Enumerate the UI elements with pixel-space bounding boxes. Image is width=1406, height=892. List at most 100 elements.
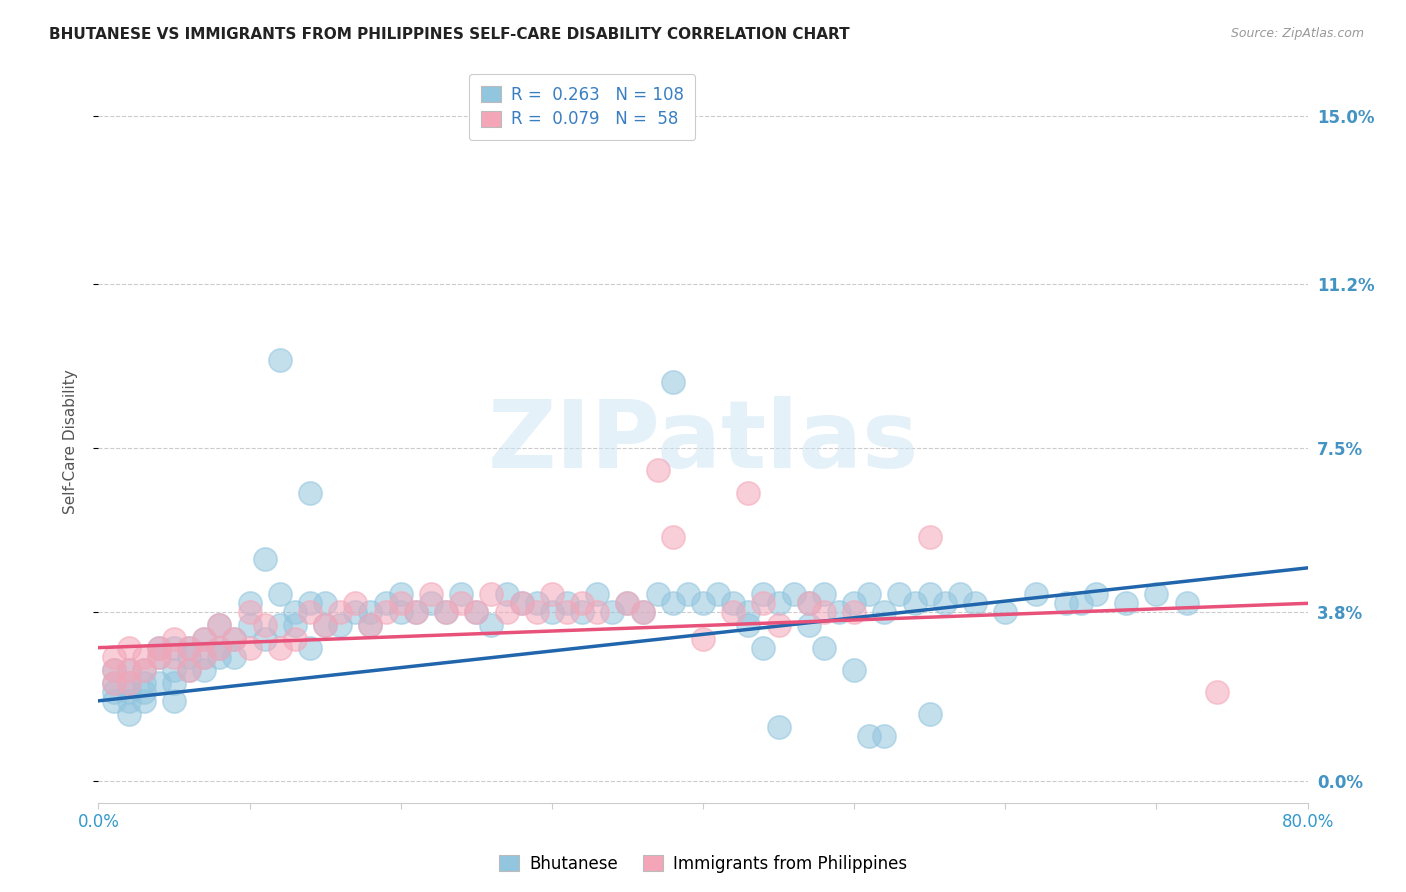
Point [389,605,412,619]
Point [994,605,1017,619]
Point [707,587,730,601]
Point [797,618,820,632]
Point [360,605,382,619]
Legend: Bhutanese, Immigrants from Philippines: Bhutanese, Immigrants from Philippines [492,848,914,880]
Point [828,605,851,619]
Point [269,618,291,632]
Point [224,632,246,646]
Point [132,676,155,690]
Point [179,649,201,664]
Point [631,605,654,619]
Point [103,685,125,699]
Point [540,605,562,619]
Point [132,685,155,699]
Point [676,587,699,601]
Point [374,596,396,610]
Point [1085,587,1108,601]
Point [889,587,911,601]
Point [737,605,759,619]
Point [179,663,201,677]
Point [571,596,593,610]
Legend: R =  0.263   N = 108, R =  0.079   N =  58: R = 0.263 N = 108, R = 0.079 N = 58 [470,74,695,140]
Point [797,596,820,610]
Point [179,640,201,655]
Point [873,605,896,619]
Point [103,663,125,677]
Point [103,649,125,664]
Point [389,596,412,610]
Point [299,596,322,610]
Point [1115,596,1137,610]
Point [118,663,141,677]
Point [179,663,201,677]
Point [752,596,775,610]
Point [813,640,835,655]
Point [208,618,231,632]
Point [389,587,412,601]
Point [118,685,141,699]
Point [1175,596,1198,610]
Point [813,587,835,601]
Point [526,605,548,619]
Point [239,618,262,632]
Point [844,596,866,610]
Point [510,596,533,610]
Point [661,596,683,610]
Point [360,618,382,632]
Point [360,618,382,632]
Point [299,605,322,619]
Text: ZIPatlas: ZIPatlas [488,395,918,488]
Point [661,375,683,389]
Text: BHUTANESE VS IMMIGRANTS FROM PHILIPPINES SELF-CARE DISABILITY CORRELATION CHART: BHUTANESE VS IMMIGRANTS FROM PHILIPPINES… [49,27,849,42]
Point [934,596,956,610]
Point [163,694,186,708]
Point [314,618,336,632]
Point [103,676,125,690]
Point [1024,587,1046,601]
Point [374,605,396,619]
Point [723,596,745,610]
Point [208,649,231,664]
Point [1144,587,1167,601]
Point [616,596,638,610]
Point [118,663,141,677]
Point [208,640,231,655]
Point [481,618,503,632]
Point [904,596,927,610]
Point [586,587,609,601]
Point [918,530,941,544]
Point [858,587,880,601]
Point [132,663,155,677]
Point [269,640,291,655]
Point [692,596,714,610]
Point [163,640,186,655]
Point [224,632,246,646]
Point [148,649,170,664]
Point [253,618,276,632]
Point [434,605,457,619]
Point [768,721,790,735]
Point [103,694,125,708]
Point [465,605,488,619]
Point [148,649,170,664]
Point [450,596,472,610]
Point [344,596,367,610]
Point [555,605,578,619]
Point [224,649,246,664]
Point [118,676,141,690]
Point [918,587,941,601]
Point [540,587,562,601]
Point [208,618,231,632]
Point [118,676,141,690]
Point [481,587,503,601]
Point [661,530,683,544]
Point [284,618,307,632]
Point [752,587,775,601]
Point [284,632,307,646]
Point [329,618,352,632]
Point [284,605,307,619]
Point [647,463,669,477]
Point [647,587,669,601]
Point [148,676,170,690]
Point [314,596,336,610]
